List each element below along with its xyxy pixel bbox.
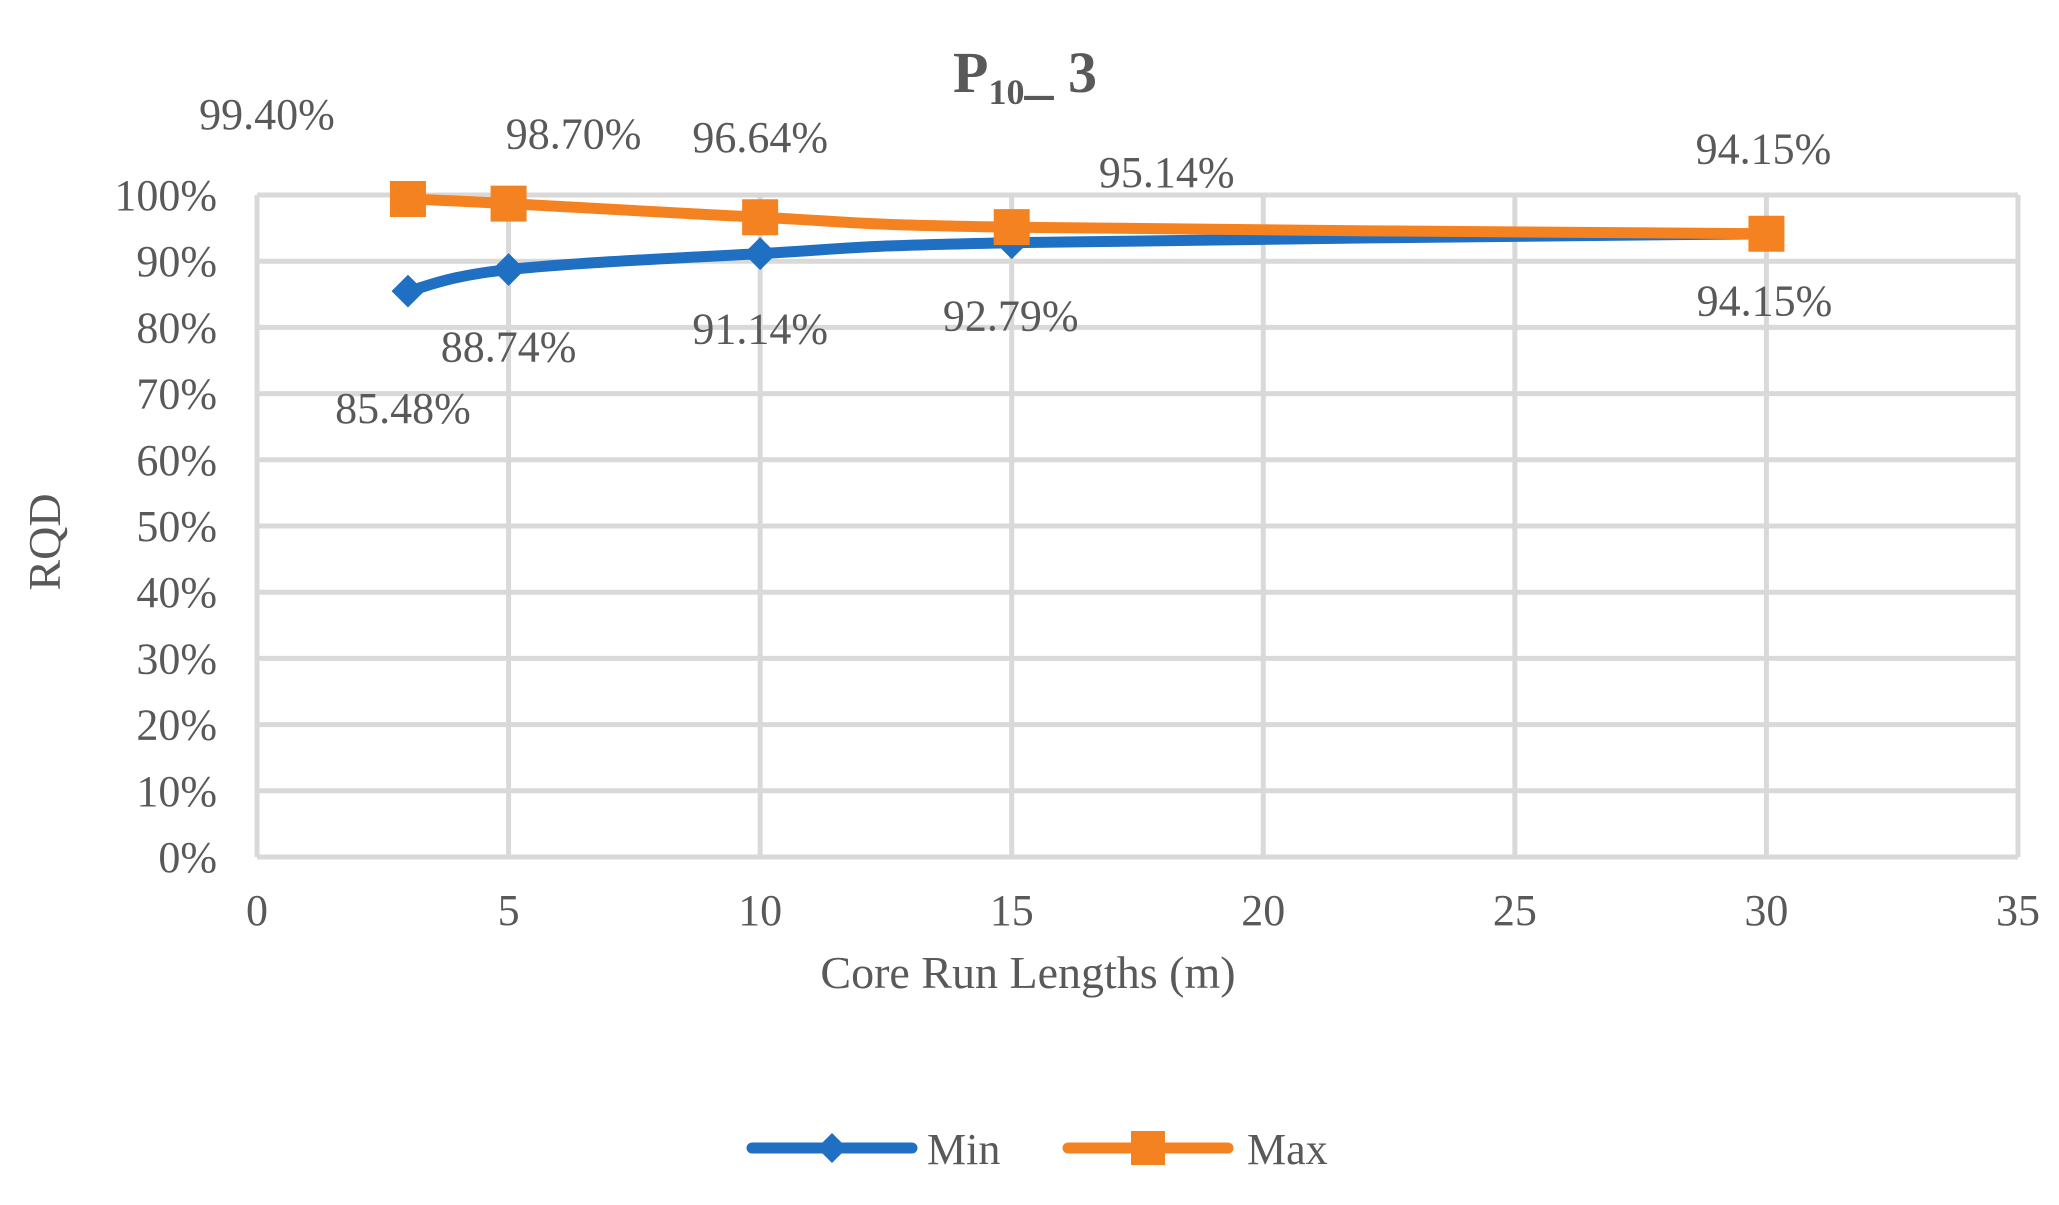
legend-marker-max: [1131, 1131, 1165, 1165]
x-axis-tick-labels: 0 5 10 15 20 25 30 35: [246, 886, 2040, 935]
legend-marker-min: [817, 1133, 847, 1163]
legend-label-max: Max: [1247, 1125, 1328, 1174]
y-tick-label: 80%: [136, 303, 217, 352]
data-labels: 85.48% 88.74% 91.14% 92.79% 94.15% 99.40% 98.7…: [199, 90, 1832, 433]
data-point-min: [743, 237, 777, 271]
grid: [254, 192, 2021, 860]
chart-title-main: P: [953, 40, 988, 105]
y-tick-label: 70%: [136, 370, 217, 419]
y-tick-label: 50%: [136, 502, 217, 551]
data-label-max: 95.14%: [1099, 148, 1235, 197]
y-tick-label: 30%: [136, 634, 217, 683]
data-label-min: 92.79%: [943, 292, 1079, 341]
y-tick-label: 40%: [136, 568, 217, 617]
data-point-max: [490, 185, 527, 222]
x-axis-title: Core Run Lengths (m): [820, 947, 1235, 998]
x-tick-label: 10: [738, 886, 782, 935]
data-label-min: 91.14%: [692, 305, 828, 354]
legend: Min Max: [746, 1125, 1328, 1174]
data-point-max: [742, 199, 779, 236]
data-point-max: [389, 180, 426, 217]
y-axis-title: RQD: [19, 493, 70, 590]
x-tick-label: 0: [246, 886, 268, 935]
data-point-max: [993, 209, 1030, 246]
data-point-max: [1748, 215, 1785, 252]
series-line-max: [402, 193, 1772, 240]
x-tick-label: 35: [1996, 886, 2040, 935]
y-tick-label: 10%: [136, 767, 217, 816]
data-label-max: 94.15%: [1696, 125, 1832, 174]
data-label-min: 88.74%: [441, 323, 577, 372]
data-point-min: [492, 253, 525, 286]
y-tick-label: 20%: [136, 701, 217, 750]
y-axis-tick-labels: 0% 10% 20% 30% 40% 50% 60% 70% 80% 90% 100%: [114, 171, 217, 882]
chart-title: P10_ 3: [953, 40, 1097, 112]
data-label-min: 85.48%: [335, 384, 471, 433]
legend-label-min: Min: [927, 1125, 1000, 1174]
data-label-max: 98.70%: [506, 110, 642, 159]
x-tick-label: 15: [990, 886, 1034, 935]
y-tick-label: 60%: [136, 436, 217, 485]
y-tick-label: 0%: [158, 833, 217, 882]
chart-title-suffix: _ 3: [1023, 40, 1097, 105]
data-label-min: 94.15%: [1697, 277, 1833, 326]
chart-title-subscript: 10: [988, 72, 1024, 112]
x-tick-label: 5: [498, 886, 520, 935]
series-lines: [389, 180, 1785, 308]
x-tick-label: 30: [1744, 886, 1788, 935]
x-tick-label: 20: [1241, 886, 1285, 935]
y-tick-label: 90%: [136, 237, 217, 286]
data-label-max: 96.64%: [692, 113, 828, 162]
data-label-max: 99.40%: [199, 90, 335, 139]
data-point-min: [391, 274, 425, 308]
x-tick-label: 25: [1493, 886, 1537, 935]
y-tick-label: 100%: [114, 171, 217, 220]
